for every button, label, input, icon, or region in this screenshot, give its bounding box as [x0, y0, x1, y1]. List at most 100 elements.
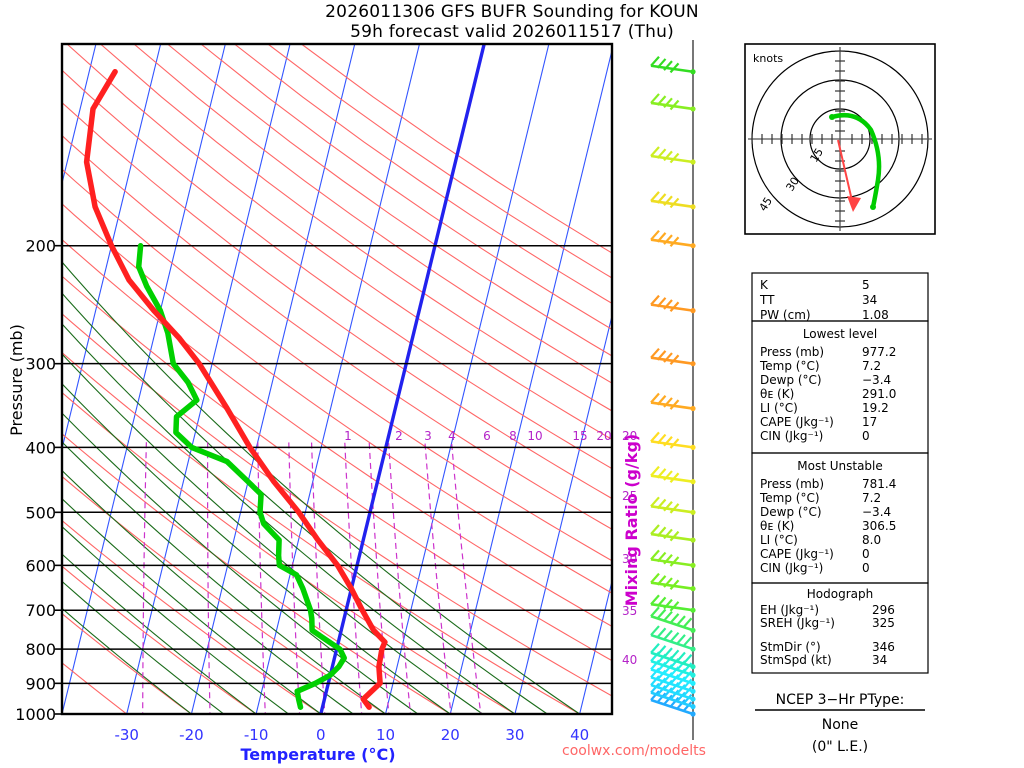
mixing-ratio-label-20: 20	[596, 429, 611, 443]
sounding-title-line1: 2026011306 GFS BUFR Sounding for KOUN	[325, 2, 699, 22]
hodograph-wind-trace	[829, 112, 882, 210]
lowest-level-label-3: θᴇ (K)	[760, 387, 794, 401]
mixing-ratio-right-label-20: 20	[622, 429, 637, 443]
hodograph-end-point	[870, 204, 876, 210]
index-value-2: 1.08	[862, 308, 889, 322]
temperature-tick-10: 10	[376, 726, 395, 744]
wind-barb	[650, 392, 696, 412]
mixing-ratio-label-2: 2	[395, 429, 403, 443]
hodograph-units-label: knots	[753, 52, 783, 65]
wind-barb	[650, 431, 696, 450]
most-unstable-value-6: 0	[862, 561, 870, 575]
skewt-plot-border	[60, 42, 614, 716]
hodograph-stats-heading: Hodograph	[807, 587, 873, 601]
temperature-tick-40: 40	[570, 726, 589, 744]
most-unstable-value-4: 8.0	[862, 533, 881, 547]
index-value-0: 5	[862, 278, 870, 292]
wind-barb	[650, 347, 696, 367]
mixing-ratio-label-4: 4	[448, 429, 456, 443]
storm-motion-arrow-shaft	[837, 139, 854, 206]
hodograph-stat-label-1: SREH (Jkg⁻¹)	[760, 616, 835, 630]
temperature-tick--20: -20	[179, 726, 204, 744]
wind-barb	[650, 465, 696, 485]
pressure-tick-1000: 1000	[15, 705, 56, 724]
skewt-background-lines	[62, 44, 612, 714]
mixing-ratio-label-8: 8	[509, 429, 517, 443]
lowest-level-label-4: LI (°C)	[760, 401, 798, 415]
wind-barb-column	[650, 40, 696, 740]
wind-barb	[650, 682, 696, 710]
ptype-value: None	[822, 717, 859, 733]
mixing-ratio-right-label-40: 40	[622, 653, 637, 667]
isobar-lines	[62, 244, 612, 714]
pressure-tick-400: 400	[25, 438, 56, 457]
hodograph-ring-label-15: 15	[808, 146, 826, 165]
hodograph-stat-value-3: 34	[872, 653, 887, 667]
ptype-note: (0" L.E.)	[812, 739, 868, 755]
hodograph-start-point	[829, 114, 835, 120]
mixing-ratio-axis-label: Mixing Ratio (g/kg)	[622, 434, 641, 606]
wind-barb	[650, 572, 696, 592]
most-unstable-value-5: 0	[862, 547, 870, 561]
wind-barb	[650, 675, 696, 702]
lowest-level-label-1: Temp (°C)	[759, 359, 820, 373]
mixing-ratio-right-label-30: 30	[622, 552, 637, 566]
wind-barb	[650, 294, 696, 314]
wind-barb	[650, 56, 696, 75]
dry-adiabat-lines	[62, 44, 612, 714]
index-label-0: K	[760, 278, 769, 292]
pressure-tick-700: 700	[25, 601, 56, 620]
hodograph-stat-value-1: 325	[872, 616, 895, 630]
most-unstable-label-2: Dewp (°C)	[760, 505, 822, 519]
temperature-tick--30: -30	[114, 726, 139, 744]
most-unstable-value-0: 781.4	[862, 477, 896, 491]
lowest-level-value-2: −3.4	[862, 373, 891, 387]
temperature-tick-20: 20	[441, 726, 460, 744]
zero-isotherm-line	[319, 44, 486, 714]
most-unstable-label-6: CIN (Jkg⁻¹)	[760, 561, 823, 575]
hodograph-ring-label-45: 45	[757, 195, 775, 214]
temperature-trace	[83, 68, 388, 710]
hodograph-stat-label-0: EH (Jkg⁻¹)	[760, 603, 819, 617]
wind-barb	[650, 606, 696, 633]
pressure-tick-200: 200	[25, 237, 56, 256]
isotherm-lines	[62, 44, 612, 714]
mixing-ratio-label-6: 6	[483, 429, 491, 443]
hodograph-stats-box	[751, 582, 929, 674]
lowest-level-value-5: 17	[862, 415, 877, 429]
temperature-tick-30: 30	[505, 726, 524, 744]
hodograph-stat-label-3: StmSpd (kt)	[760, 653, 832, 667]
mixing-ratio-right-label-25: 25	[622, 489, 637, 503]
storm-motion-arrow-head	[847, 196, 861, 212]
indices-panel: K 5 TT 34 PW (cm) 1.08 Lowest level Press (mb) 9…	[751, 272, 929, 674]
index-label-1: TT	[759, 293, 775, 307]
pressure-tick-500: 500	[25, 503, 56, 522]
hodograph-panel: knots 15 30 45	[744, 43, 936, 235]
watermark: coolwx.com/modelts	[562, 743, 706, 759]
pressure-axis-ticks: 200 300 400 500 600 700 800 900 1000	[15, 237, 62, 724]
ptype-heading: NCEP 3−Hr PType:	[776, 692, 905, 708]
wind-barb	[650, 229, 696, 249]
mixing-ratio-label-15: 15	[572, 429, 587, 443]
wind-barb	[650, 146, 696, 165]
wind-barb	[650, 524, 696, 543]
lowest-level-value-4: 19.2	[862, 401, 889, 415]
dewpoint-trace	[135, 242, 347, 710]
lowest-level-label-5: CAPE (Jkg⁻¹)	[760, 415, 834, 429]
temperature-tick-0: 0	[316, 726, 326, 744]
most-unstable-value-2: −3.4	[862, 505, 891, 519]
temperature-axis-ticks: -30 -20 -10 0 10 20 30 40	[114, 726, 589, 744]
hodograph-stat-value-0: 296	[872, 603, 895, 617]
wind-barb	[650, 690, 696, 717]
most-unstable-label-1: Temp (°C)	[759, 491, 820, 505]
wind-barb	[650, 594, 696, 613]
mixing-ratio-label-10: 10	[527, 429, 542, 443]
lowest-level-value-6: 0	[862, 429, 870, 443]
lowest-level-label-2: Dewp (°C)	[760, 373, 822, 387]
wind-barb	[650, 625, 696, 652]
wind-barb	[650, 549, 696, 568]
pressure-tick-600: 600	[25, 556, 56, 575]
pressure-axis-label: Pressure (mb)	[7, 324, 26, 436]
index-label-2: PW (cm)	[760, 308, 811, 322]
